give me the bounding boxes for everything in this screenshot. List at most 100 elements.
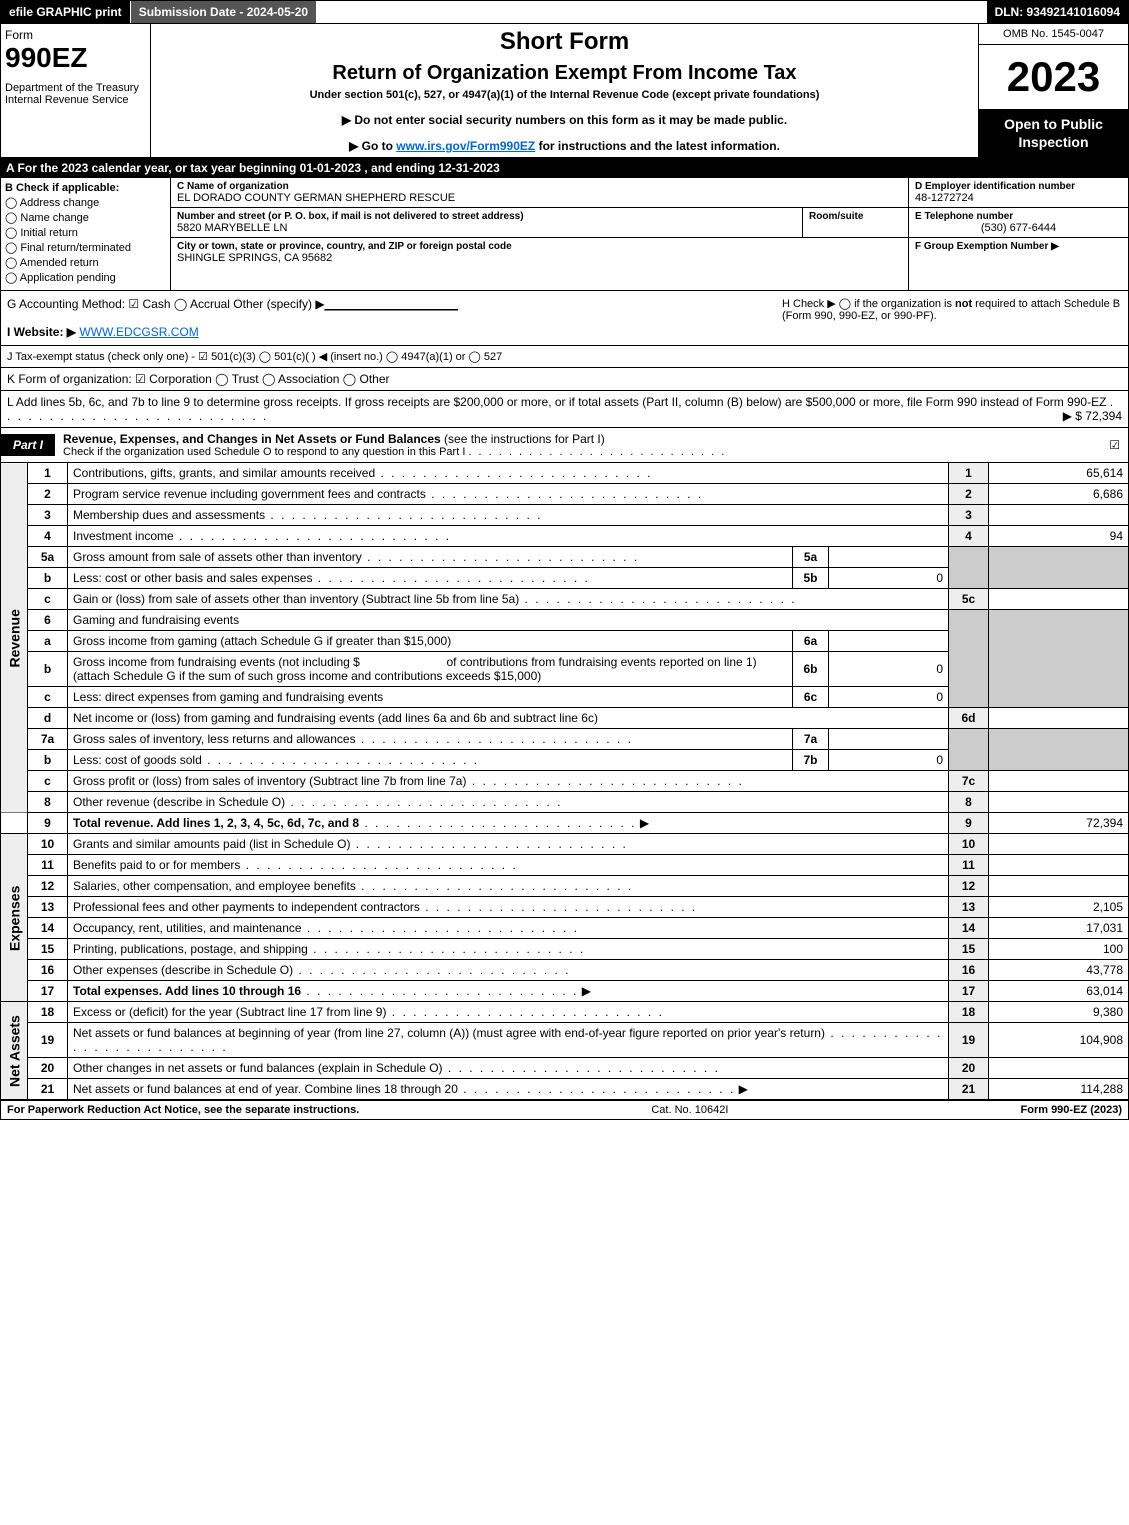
chk-label: Address change [20,197,100,209]
desc-text: Benefits paid to or for members [73,858,240,872]
desc-text: Grants and similar amounts paid (list in… [73,837,350,851]
org-name-value: EL DORADO COUNTY GERMAN SHEPHERD RESCUE [177,192,455,204]
desc-text: Gross profit or (loss) from sales of inv… [73,774,466,788]
chk-name-change[interactable]: ◯ Name change [5,211,166,224]
line-desc: Membership dues and assessments [68,505,949,526]
line-key: 13 [949,897,989,918]
sub-val [829,729,949,750]
sub-val: 0 [829,652,949,687]
dln-label: DLN: 93492141016094 [987,1,1128,23]
chk-final-return[interactable]: ◯ Final return/terminated [5,241,166,254]
chk-label: Application pending [20,272,116,284]
line-desc: Benefits paid to or for members [68,855,949,876]
desc-text: Total expenses. Add lines 10 through 16 [73,984,301,998]
line-val [989,1058,1129,1079]
desc-text: Membership dues and assessments [73,508,265,522]
line-desc: Occupancy, rent, utilities, and maintena… [68,918,949,939]
line-num: 15 [28,939,68,960]
dots [356,732,633,746]
table-row: 14 Occupancy, rent, utilities, and maint… [1,918,1129,939]
submission-date-button[interactable]: Submission Date - 2024-05-20 [131,1,317,23]
desc-text: Gross sales of inventory, less returns a… [73,732,356,746]
dots [386,1005,663,1019]
table-row: 21 Net assets or fund balances at end of… [1,1079,1129,1100]
chk-label: Initial return [20,227,77,239]
sub-val: 0 [829,687,949,708]
form-number: 990EZ [5,42,146,74]
desc-text: Excess or (deficit) for the year (Subtra… [73,1005,386,1019]
part-1-title-text: Revenue, Expenses, and Changes in Net As… [63,432,441,446]
line-num: 20 [28,1058,68,1079]
desc-text: Gain or (loss) from sale of assets other… [73,592,519,606]
org-name-label: C Name of organization [177,181,447,192]
l-text: L Add lines 5b, 6c, and 7b to line 9 to … [7,395,1106,409]
schedule-o-checkbox[interactable]: ☑ [1101,438,1128,452]
form-word: Form [5,28,146,42]
line-num: 12 [28,876,68,897]
side-blank [1,813,28,834]
table-row: c Gain or (loss) from sale of assets oth… [1,589,1129,610]
open-to-public: Open to Public Inspection [979,109,1128,157]
line-key: 21 [949,1079,989,1100]
irs-link[interactable]: www.irs.gov/Form990EZ [396,139,535,153]
org-name-row: C Name of organization EL DORADO COUNTY … [171,178,908,208]
form-header: Form 990EZ Department of the Treasury In… [0,24,1129,158]
line-num: 4 [28,526,68,547]
topbar-spacer [317,1,986,23]
website-link[interactable]: WWW.EDCGSR.COM [79,325,198,339]
line-num: 18 [28,1002,68,1023]
chk-label: Amended return [20,257,99,269]
table-row: c Gross profit or (loss) from sales of i… [1,771,1129,792]
table-row: 16 Other expenses (describe in Schedule … [1,960,1129,981]
dots [519,592,796,606]
h-not: not [955,298,972,310]
sub-val: 0 [829,750,949,771]
line-desc: Salaries, other compensation, and employ… [68,876,949,897]
main-title: Return of Organization Exempt From Incom… [159,62,970,85]
line-num: 11 [28,855,68,876]
desc-text: Printing, publications, postage, and shi… [73,942,308,956]
part-1-title: Revenue, Expenses, and Changes in Net As… [55,428,1101,462]
sub-label: 6c [793,687,829,708]
chk-application-pending[interactable]: ◯ Application pending [5,271,166,284]
sub-label: 7a [793,729,829,750]
line-num: d [28,708,68,729]
dots [301,984,578,998]
dots [420,900,697,914]
line-key: 12 [949,876,989,897]
efile-print-button[interactable]: efile GRAPHIC print [1,1,131,23]
table-row: 9 Total revenue. Add lines 1, 2, 3, 4, 5… [1,813,1129,834]
line-val [989,876,1129,897]
table-row: 3 Membership dues and assessments 3 [1,505,1129,526]
table-row: 13 Professional fees and other payments … [1,897,1129,918]
line-num: 17 [28,981,68,1002]
dots [293,963,570,977]
line-num: 8 [28,792,68,813]
chk-initial-return[interactable]: ◯ Initial return [5,226,166,239]
chk-amended-return[interactable]: ◯ Amended return [5,256,166,269]
table-row: 11 Benefits paid to or for members 11 [1,855,1129,876]
desc-text: Occupancy, rent, utilities, and maintena… [73,921,302,935]
desc-text: Contributions, gifts, grants, and simila… [73,466,375,480]
part-1-table: Revenue 1 Contributions, gifts, grants, … [0,463,1129,1100]
group-exemption-row: F Group Exemption Number ▶ [909,238,1128,290]
table-row: 2 Program service revenue including gove… [1,484,1129,505]
other-specify-line[interactable]: ____________________ [325,297,458,311]
part-1-sub-text: Check if the organization used Schedule … [63,446,465,458]
line-num: b [28,750,68,771]
line-key: 11 [949,855,989,876]
line-num: 16 [28,960,68,981]
column-b: B Check if applicable: ◯ Address change … [1,178,171,290]
chk-address-change[interactable]: ◯ Address change [5,196,166,209]
dots [302,921,579,935]
line-desc: Gross income from gaming (attach Schedul… [68,631,793,652]
short-form-title: Short Form [159,28,970,56]
line-val: 65,614 [989,463,1129,484]
line-num: 1 [28,463,68,484]
sub-label: 7b [793,750,829,771]
table-row: 20 Other changes in net assets or fund b… [1,1058,1129,1079]
l-amount: ▶ $ 72,394 [1063,409,1122,423]
street-label: Number and street (or P. O. box, if mail… [177,211,788,222]
desc-text: Less: cost of goods sold [73,753,202,767]
line-num: 13 [28,897,68,918]
